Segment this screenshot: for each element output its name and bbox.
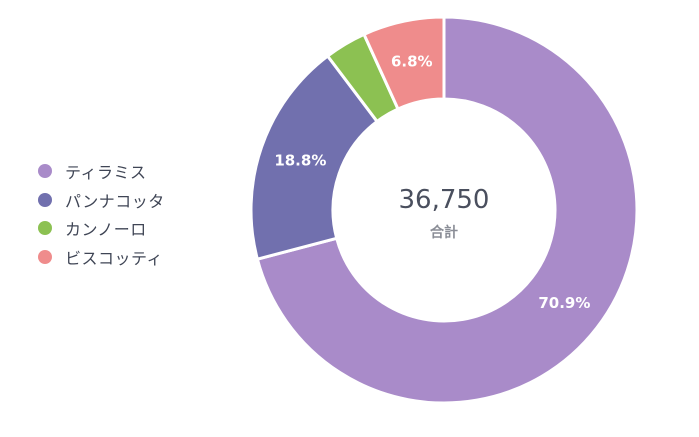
slice-label-biscotti: 6.8% <box>391 52 433 70</box>
legend-label-cannolo: カンノーロ <box>65 220 147 240</box>
total-label: 合計 <box>430 224 458 241</box>
slice-label-tiramisu: 70.9% <box>538 294 590 312</box>
donut-slice-biscotti[interactable] <box>362 15 446 111</box>
legend-item-tiramisu[interactable]: ティラミス <box>38 157 165 186</box>
legend-swatch-biscotti <box>38 249 52 264</box>
donut-slice-labels: 70.9% 18.8% 6.8% <box>274 52 590 311</box>
legend-item-biscotti[interactable]: ビスコッティ <box>38 243 165 272</box>
legend-item-panna-cotta[interactable]: パンナコッタ <box>38 186 165 215</box>
legend-label-biscotti: ビスコッティ <box>65 248 164 268</box>
total-value: 36,750 <box>399 185 490 215</box>
legend-item-cannolo[interactable]: カンノーロ <box>38 214 165 243</box>
donut-slices <box>249 15 639 405</box>
legend-swatch-cannolo <box>38 221 52 236</box>
donut-slice-tiramisu[interactable] <box>255 15 639 405</box>
legend-swatch-panna-cotta <box>38 192 52 207</box>
legend-label-tiramisu: ティラミス <box>65 163 147 183</box>
legend-label-panna-cotta: パンナコッタ <box>65 191 165 211</box>
legend-swatch-tiramisu <box>38 164 52 179</box>
donut-slice-panna-cotta[interactable] <box>249 54 379 261</box>
slice-label-panna-cotta: 18.8% <box>274 151 326 169</box>
legend: ティラミス パンナコッタ カンノーロ ビスコッティ <box>38 157 165 271</box>
